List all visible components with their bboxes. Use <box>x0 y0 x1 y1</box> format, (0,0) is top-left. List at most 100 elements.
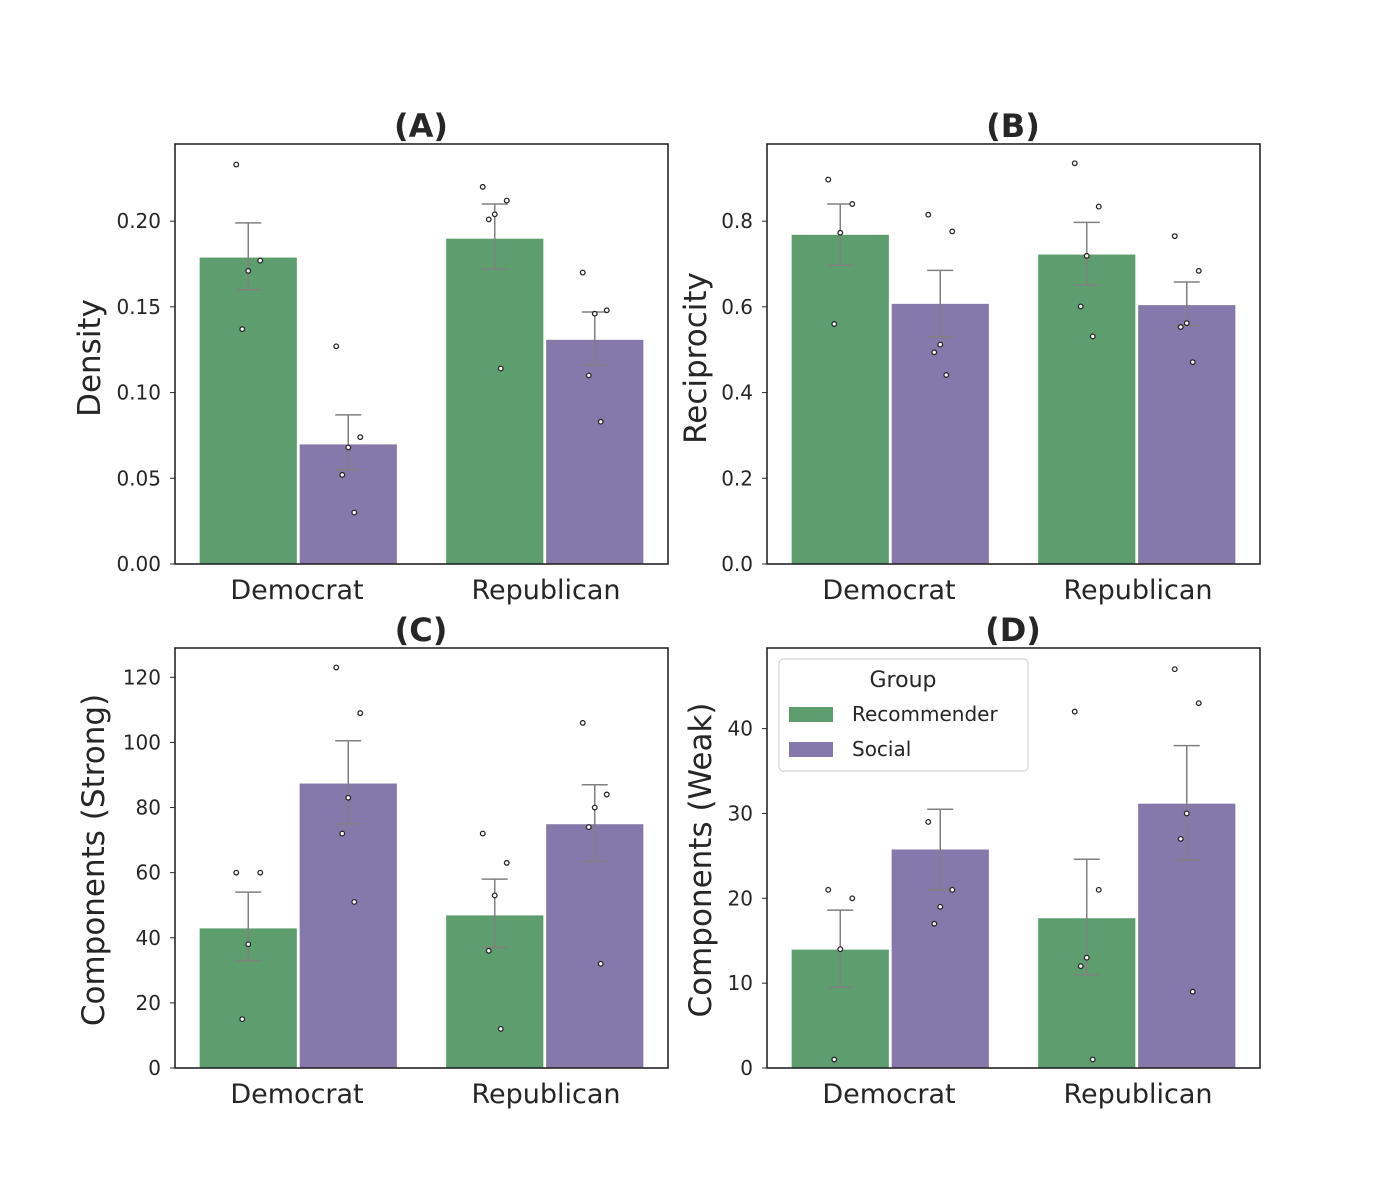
panel-d-point-social <box>949 886 956 893</box>
panel-c-point-social <box>597 960 604 967</box>
legend-title: Group <box>870 668 937 693</box>
panel-c-ytick-label: 40 <box>136 926 161 950</box>
panel-b-point-recommender <box>849 201 856 207</box>
panel-c-point-social <box>351 899 358 905</box>
panel-c-ytick-label: 0 <box>148 1056 161 1080</box>
panel-d-xtick-republican: Republican <box>1063 1079 1212 1110</box>
panel-b-bar-recommender-democrat <box>790 234 890 565</box>
panel-a-title: (A) <box>394 107 448 145</box>
panel-b-point-social <box>949 228 956 235</box>
panel-a-point-recommender <box>245 267 252 274</box>
panel-b-point-social <box>943 372 950 378</box>
panel-b-bar-social-republican <box>1137 304 1237 565</box>
panel-b-frame <box>766 143 1261 565</box>
panel-c-ytick-label: 100 <box>123 730 161 754</box>
panel-a-point-social <box>339 471 346 478</box>
panel-a-ytick-label: 0.10 <box>116 381 161 405</box>
panel-b-point-recommender <box>1071 160 1078 167</box>
panel-d-point-recommender <box>831 1056 838 1063</box>
panel-a-ytick-label: 0.05 <box>116 466 161 490</box>
panel-c-ytick-label: 20 <box>136 991 161 1015</box>
panel-c-point-social <box>357 710 364 717</box>
panel-d-point-social <box>1177 835 1184 842</box>
legend-swatch-social <box>789 742 833 757</box>
panel-d-frame <box>766 647 1261 1069</box>
panel-b-ytick-label: 0.0 <box>721 552 753 576</box>
panel-a-ytick-label: 0.00 <box>116 552 161 576</box>
panel-a-ytick-label: 0.15 <box>116 295 161 319</box>
panel-c-point-recommender <box>239 1016 246 1023</box>
panel-b-point-recommender <box>837 229 844 236</box>
panel-a-point-social <box>603 307 610 314</box>
panel-c-point-recommender <box>479 830 486 837</box>
panel-a-point-social <box>585 372 592 379</box>
panel-d-point-social <box>1195 700 1202 707</box>
panel-a-ytick-label: 0.20 <box>116 209 161 233</box>
panel-b-point-social <box>937 341 944 348</box>
panel-a-point-recommender <box>257 257 264 264</box>
panel-b: (B) Reciprocity Democrat Republican 0.00… <box>678 107 1261 606</box>
panel-d: (D) Components (Weak) Democrat Republica… <box>683 611 1261 1110</box>
panel-a-point-social <box>345 444 352 451</box>
panel-c-point-recommender <box>491 892 498 899</box>
panel-b-point-social <box>1183 320 1190 327</box>
panel-b-ytick-label: 0.6 <box>721 295 753 319</box>
panel-d-point-recommender <box>1077 963 1084 970</box>
panel-b-point-social <box>1189 359 1196 366</box>
panel-c-xtick-democrat: Democrat <box>230 1079 363 1110</box>
panel-c-xtick-republican: Republican <box>471 1079 620 1110</box>
panel-c-point-recommender <box>497 1025 504 1032</box>
panel-c-bar-social-republican <box>545 823 645 1069</box>
panel-b-xtick-democrat: Democrat <box>822 575 955 606</box>
panel-a-point-social <box>333 343 340 350</box>
panel-d-point-recommender <box>837 946 844 953</box>
panel-c-ytick-label: 80 <box>136 796 161 820</box>
panel-a-xtick-republican: Republican <box>471 575 620 606</box>
panel-b-point-recommender <box>1077 303 1084 310</box>
panel-a-point-recommender <box>479 183 486 190</box>
panel-d-plot-area: 0 10 20 30 40 <box>728 647 1261 1080</box>
panel-c-point-recommender <box>503 859 510 866</box>
panel-a-point-recommender <box>497 365 504 372</box>
panel-d-point-recommender <box>1095 886 1102 893</box>
panel-b-plot-area: 0.0 0.2 0.4 0.6 0.8 <box>721 143 1261 576</box>
panel-c-point-social <box>603 791 610 798</box>
panel-d-ytick-label: 40 <box>728 717 753 741</box>
panel-b-ytick-label: 0.4 <box>721 381 753 405</box>
panel-a-frame <box>174 143 669 565</box>
panel-d-title: (D) <box>985 611 1041 649</box>
panel-b-point-social <box>1177 324 1184 330</box>
panel-d-ytick-label: 0 <box>740 1056 753 1080</box>
panel-b-bar-recommender-republican <box>1037 253 1137 565</box>
panel-d-xtick-democrat: Democrat <box>822 1079 955 1110</box>
panel-d-point-social <box>1183 810 1190 817</box>
panel-b-point-social <box>925 211 932 218</box>
panel-c-ytick-label: 60 <box>136 861 161 885</box>
panel-c-ylabel: Components (Strong) <box>76 694 112 1026</box>
panel-a-xtick-democrat: Democrat <box>230 575 363 606</box>
panel-b-point-social <box>1171 233 1178 240</box>
panel-c-frame <box>174 647 669 1069</box>
panel-d-point-recommender <box>1071 708 1078 715</box>
panel-b-point-social <box>931 349 938 356</box>
panel-b-point-recommender <box>1095 203 1102 210</box>
panel-b-point-recommender <box>825 176 832 183</box>
panel-d-point-social <box>925 818 932 825</box>
panel-d-ylabel: Components (Weak) <box>683 702 719 1017</box>
panel-b-ytick-label: 0.2 <box>721 466 753 490</box>
legend-label-recommender: Recommender <box>852 702 998 726</box>
panel-c-bar-social-democrat <box>298 782 398 1069</box>
panel-c-point-recommender <box>245 941 252 948</box>
panel-a-point-social <box>597 418 604 425</box>
panel-d-point-recommender <box>1083 954 1090 961</box>
panel-a-point-social <box>351 509 358 516</box>
panel-a: (A) Density Democrat Republican 0.00 0.05… <box>72 107 669 606</box>
panel-c-ytick-label: 120 <box>123 665 161 689</box>
panel-b-point-recommender <box>831 321 838 327</box>
panel-c-point-recommender <box>257 869 264 876</box>
panel-c: (C) Components (Strong) Democrat Republi… <box>76 611 669 1110</box>
panel-a-plot-area: 0.00 0.05 0.10 0.15 0.20 <box>116 143 669 576</box>
panel-d-ytick-label: 30 <box>728 801 753 825</box>
panel-b-xtick-republican: Republican <box>1063 575 1212 606</box>
